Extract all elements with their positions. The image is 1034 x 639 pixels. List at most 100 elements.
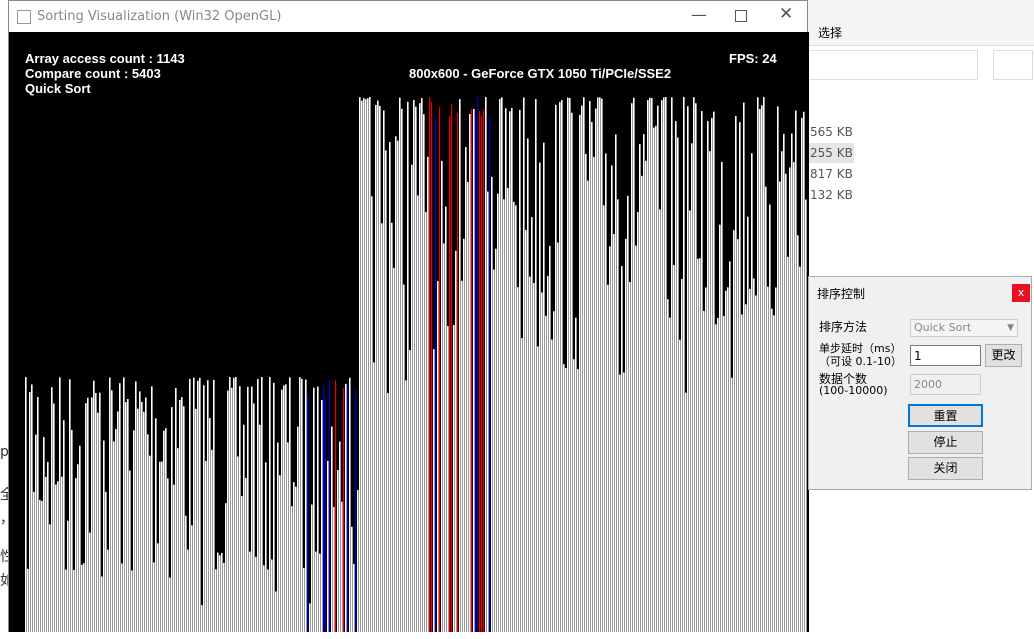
array-bar (347, 385, 349, 632)
array-bar (791, 133, 793, 632)
array-bar (85, 403, 87, 632)
array-bar (787, 256, 789, 632)
array-bar (775, 287, 777, 632)
array-bar (31, 384, 33, 632)
array-bar (87, 397, 89, 632)
array-bar (425, 211, 427, 632)
dialog-close[interactable]: x (1012, 284, 1030, 302)
array-bar (527, 138, 529, 632)
array-bar (205, 460, 207, 632)
array-bar (359, 97, 361, 632)
array-bar (373, 362, 375, 632)
array-bar (681, 278, 683, 632)
array-bar (297, 426, 299, 632)
array-bar (33, 491, 35, 632)
array-bar (113, 441, 115, 632)
fps: FPS: 24 (729, 51, 777, 66)
delay-input[interactable]: 1 (910, 345, 981, 366)
array-bar (625, 238, 627, 632)
stop-button[interactable]: 停止 (908, 431, 983, 454)
method-select[interactable]: Quick Sort ▼ (910, 319, 1018, 337)
array-bar (745, 304, 747, 632)
array-bar (147, 434, 149, 632)
array-bar (257, 379, 259, 632)
array-bar (313, 387, 315, 632)
array-bar (363, 98, 365, 632)
array-bar (97, 412, 99, 632)
array-bar (409, 350, 411, 632)
array-bar (721, 161, 723, 632)
array-bar (295, 486, 297, 632)
array-bar (337, 470, 339, 632)
array-bar (107, 549, 109, 632)
ribbon-tab[interactable]: 选择 (818, 26, 843, 40)
array-bar (455, 250, 457, 632)
array-bar (267, 569, 269, 632)
array-bar (395, 136, 397, 632)
array-bar (511, 108, 513, 632)
array-bar (157, 543, 159, 632)
array-bar (743, 102, 745, 632)
array-bar (631, 103, 633, 632)
array-bar (757, 97, 759, 632)
array-bar (621, 266, 623, 632)
array-bar (329, 379, 331, 632)
array-bar (139, 391, 141, 632)
array-bar (683, 97, 685, 632)
array-bar (435, 116, 437, 632)
array-bar (421, 98, 423, 632)
array-bar (793, 162, 795, 632)
array-bar (705, 287, 707, 632)
array-bar (533, 282, 535, 632)
search-box[interactable] (993, 50, 1033, 80)
array-bar (285, 384, 287, 632)
array-bar (129, 470, 131, 632)
array-bar (193, 377, 195, 632)
array-bar (575, 317, 577, 632)
array-bar (331, 426, 333, 632)
array-bar (585, 153, 587, 632)
array-bar (315, 551, 317, 632)
array-bar (287, 442, 289, 632)
maximize-button[interactable] (735, 10, 747, 22)
array-bar (361, 100, 363, 632)
array-bar (289, 377, 291, 632)
array-bar (507, 187, 509, 632)
array-bar (405, 380, 407, 632)
array-bar (51, 387, 53, 632)
array-bar (477, 97, 479, 632)
array-bar (65, 569, 67, 632)
array-bar (799, 266, 801, 632)
array-bar (773, 315, 775, 632)
array-bar (379, 105, 381, 632)
address-bar[interactable] (808, 50, 978, 80)
array-bar (241, 495, 243, 632)
array-bar (235, 377, 237, 632)
array-bar (413, 99, 415, 632)
array-bar (155, 418, 157, 632)
array-bar (111, 390, 113, 632)
close-dialog-button[interactable]: 关闭 (908, 457, 983, 480)
change-button[interactable]: 更改 (985, 344, 1022, 367)
close-button[interactable]: ✕ (779, 4, 794, 24)
file-size: 565 KB (810, 125, 853, 139)
array-bar (603, 205, 605, 632)
array-bar (307, 394, 309, 632)
array-bar (789, 167, 791, 632)
minimize-button[interactable]: — (691, 5, 707, 24)
array-bar (463, 238, 465, 632)
array-bar (195, 408, 197, 632)
array-bar (411, 164, 413, 632)
array-bar (495, 248, 497, 632)
reset-button[interactable]: 重置 (908, 404, 983, 427)
array-bar (471, 108, 473, 632)
array-bar (263, 565, 265, 632)
array-bar (485, 97, 487, 632)
array-bar (393, 267, 395, 632)
array-bar (523, 97, 525, 632)
array-bar (555, 104, 557, 632)
array-bar (657, 105, 659, 632)
array-bar (505, 108, 507, 632)
array-bar (369, 97, 371, 632)
array-bar (371, 196, 373, 632)
